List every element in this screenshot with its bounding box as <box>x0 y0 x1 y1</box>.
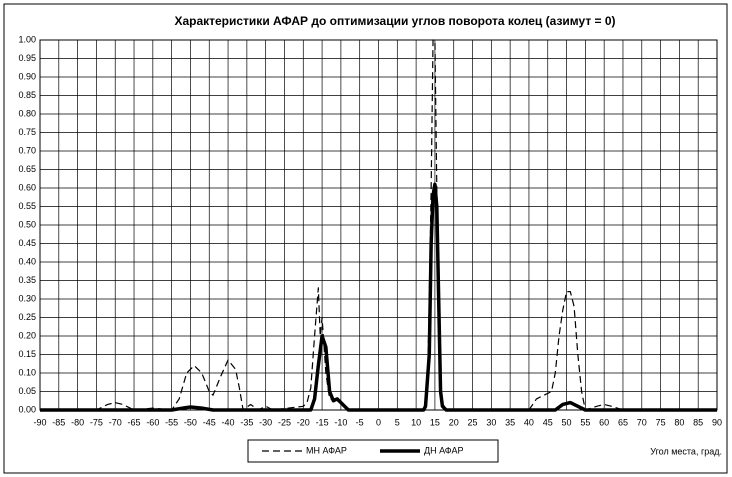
x-tick-label: 75 <box>656 417 666 427</box>
x-tick-label: 50 <box>562 417 572 427</box>
x-tick-label: -90 <box>33 417 46 427</box>
y-tick-label: 0.45 <box>18 238 36 248</box>
x-tick-label: -55 <box>165 417 178 427</box>
x-tick-label: 10 <box>411 417 421 427</box>
x-tick-label: -80 <box>71 417 84 427</box>
legend-label: МН АФАР <box>306 445 347 455</box>
x-tick-label: 45 <box>543 417 553 427</box>
x-tick-label: -65 <box>128 417 141 427</box>
x-tick-label: 85 <box>693 417 703 427</box>
y-tick-label: 0.35 <box>18 275 36 285</box>
x-tick-label: 0 <box>376 417 381 427</box>
x-tick-label: -60 <box>146 417 159 427</box>
y-tick-label: 0.40 <box>18 256 36 266</box>
y-tick-label: 0.60 <box>18 182 36 192</box>
x-tick-label: -75 <box>90 417 103 427</box>
y-tick-label: 0.15 <box>18 349 36 359</box>
x-tick-label: 35 <box>505 417 515 427</box>
y-tick-label: 0.70 <box>18 145 36 155</box>
y-tick-label: 0.10 <box>18 367 36 377</box>
x-tick-label: -15 <box>316 417 329 427</box>
chart-title: Характеристики АФАР до оптимизации углов… <box>174 14 615 28</box>
x-tick-label: -20 <box>297 417 310 427</box>
x-tick-label: 25 <box>468 417 478 427</box>
x-tick-label: -30 <box>259 417 272 427</box>
x-tick-label: 20 <box>449 417 459 427</box>
y-tick-label: 0.20 <box>18 330 36 340</box>
y-tick-label: 0.90 <box>18 71 36 81</box>
x-tick-label: 15 <box>430 417 440 427</box>
x-tick-label: 80 <box>674 417 684 427</box>
x-tick-label: 65 <box>618 417 628 427</box>
x-tick-label: -85 <box>52 417 65 427</box>
y-tick-label: 0.25 <box>18 312 36 322</box>
legend <box>247 439 499 463</box>
x-tick-label: -5 <box>356 417 364 427</box>
x-tick-label: 60 <box>599 417 609 427</box>
y-tick-label: 0.50 <box>18 219 36 229</box>
y-tick-label: 0.30 <box>18 293 36 303</box>
x-tick-label: -40 <box>222 417 235 427</box>
x-tick-label: 30 <box>486 417 496 427</box>
y-tick-label: 0.05 <box>18 386 36 396</box>
y-tick-label: 0.95 <box>18 53 36 63</box>
series-line <box>40 182 717 412</box>
legend-label: ДН АФАР <box>424 445 463 455</box>
x-tick-label: 70 <box>637 417 647 427</box>
y-tick-label: 0.55 <box>18 201 36 211</box>
y-tick-label: 1.00 <box>18 34 36 44</box>
x-tick-label: 40 <box>524 417 534 427</box>
x-axis-label: Угол места, град. <box>650 446 722 456</box>
x-tick-label: -70 <box>109 417 122 427</box>
y-tick-label: 0.00 <box>18 404 36 414</box>
x-tick-label: 90 <box>712 417 722 427</box>
x-tick-label: -25 <box>278 417 291 427</box>
y-tick-label: 0.65 <box>18 164 36 174</box>
x-tick-label: -35 <box>240 417 253 427</box>
y-tick-label: 0.85 <box>18 90 36 100</box>
y-tick-label: 0.75 <box>18 127 36 137</box>
x-tick-label: -50 <box>184 417 197 427</box>
x-tick-label: 5 <box>395 417 400 427</box>
x-tick-label: -45 <box>203 417 216 427</box>
y-tick-label: 0.80 <box>18 108 36 118</box>
x-tick-label: 55 <box>580 417 590 427</box>
x-tick-label: -10 <box>334 417 347 427</box>
